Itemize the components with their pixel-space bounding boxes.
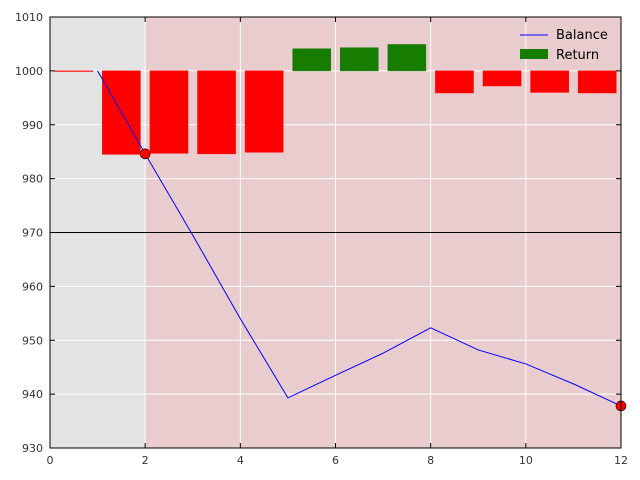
x-tick-label-3: 6 bbox=[332, 454, 339, 467]
axes: 0 2 4 6 8 10 12 930 940 950 960 970 980 990 1000 1010 bbox=[15, 11, 628, 467]
legend-balance-label: Balance bbox=[556, 28, 608, 43]
y-tick-label-5: 980 bbox=[22, 173, 43, 186]
return-bar-3 bbox=[197, 70, 236, 155]
x-tick-label-4: 8 bbox=[427, 454, 434, 467]
return-bar-11 bbox=[577, 70, 617, 94]
x-tick-label-5: 10 bbox=[519, 454, 533, 467]
return-bar-6 bbox=[340, 47, 379, 72]
x-tick-label-6: 12 bbox=[614, 454, 628, 467]
y-tick-label-1: 940 bbox=[22, 388, 43, 401]
y-tick-label-6: 990 bbox=[22, 119, 43, 132]
return-bar-2 bbox=[149, 70, 189, 154]
y-tick-label-0: 930 bbox=[22, 442, 43, 455]
y-tick-label-8: 1010 bbox=[15, 11, 43, 24]
y-tick-label-3: 960 bbox=[22, 280, 43, 293]
return-bar-10 bbox=[530, 70, 569, 93]
return-bar-4 bbox=[244, 70, 284, 153]
balance-line bbox=[97, 70, 622, 407]
return-bar-8 bbox=[435, 70, 474, 94]
balance-line-layer bbox=[97, 70, 622, 407]
legend-return-swatch bbox=[520, 49, 548, 59]
x-tick-label-2: 4 bbox=[237, 454, 244, 467]
return-bar-9 bbox=[482, 70, 522, 87]
return-bar-0 bbox=[54, 70, 94, 72]
y-tick-label-2: 950 bbox=[22, 334, 43, 347]
legend: Balance Return bbox=[520, 28, 608, 63]
x-tick-label-0: 0 bbox=[47, 454, 54, 467]
legend-return-label: Return bbox=[556, 48, 599, 63]
y-tick-label-7: 1000 bbox=[15, 65, 43, 78]
x-tick-label-1: 2 bbox=[142, 454, 149, 467]
marker-0 bbox=[139, 148, 151, 160]
return-bar-7 bbox=[387, 44, 427, 72]
return-bar-5 bbox=[292, 48, 331, 72]
y-tick-label-4: 970 bbox=[22, 227, 43, 240]
